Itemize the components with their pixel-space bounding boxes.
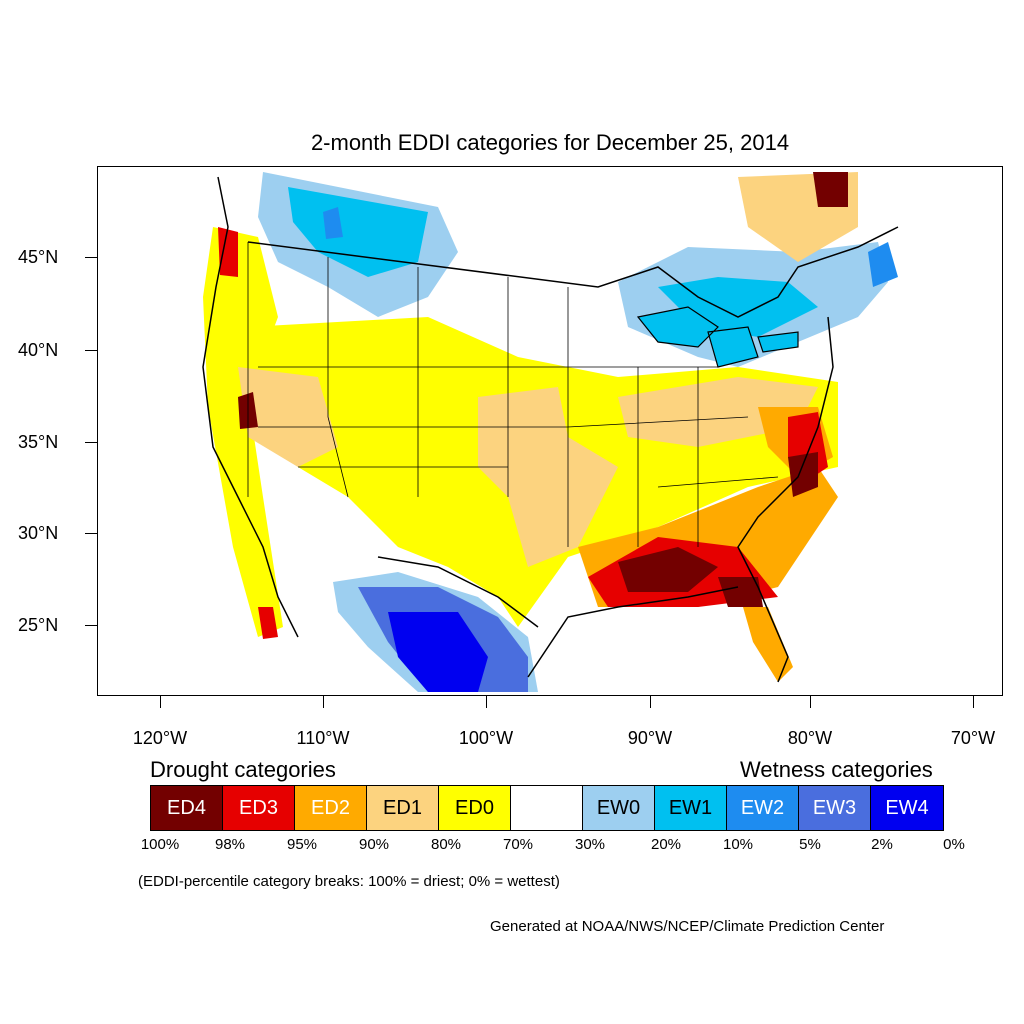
legend-cell-ew3: EW3 — [799, 786, 871, 830]
lon-tick — [486, 696, 487, 708]
legend-cell-label: ED0 — [455, 796, 494, 819]
dry-region-ed1-west — [238, 367, 338, 467]
legend-break: 90% — [358, 836, 390, 853]
dry-region-ed4-gulf — [618, 547, 718, 592]
legend-break: 10% — [722, 836, 754, 853]
great-lakes — [636, 306, 799, 368]
legend-cell-ew2: EW2 — [727, 786, 799, 830]
lon-label-120: 120°W — [132, 728, 188, 748]
eddi-map — [97, 166, 1003, 696]
legend-break: 95% — [286, 836, 318, 853]
legend-break: 98% — [214, 836, 246, 853]
dry-region-ed3-baja — [258, 607, 278, 639]
legend-break: 20% — [650, 836, 682, 853]
lon-tick — [650, 696, 651, 708]
wet-region-northwest-spot — [323, 207, 343, 239]
lat-tick — [85, 350, 97, 351]
lon-label-110: 110°W — [296, 728, 350, 748]
wet-region-maine — [868, 242, 898, 287]
lon-label-80: 80°W — [787, 728, 833, 748]
lat-tick — [85, 257, 97, 258]
legend-cell-label: ED1 — [383, 796, 422, 819]
legend-cell-label: EW1 — [668, 796, 713, 819]
lon-tick — [160, 696, 161, 708]
legend-break: 80% — [430, 836, 462, 853]
wet-region-northwest-core — [288, 187, 428, 277]
legend-cell-ed4: ED4 — [151, 786, 223, 830]
dry-region-ed1-plains — [478, 387, 618, 567]
dry-region-ed4-florida — [718, 577, 763, 607]
legend-cell-label: ED2 — [311, 796, 350, 819]
map-title: 2-month EDDI categories for December 25,… — [310, 130, 790, 155]
legend-cell-label: EW3 — [812, 796, 857, 819]
lat-label-25: 25°N — [18, 615, 59, 635]
lon-label-90: 90°W — [627, 728, 673, 748]
credit-line: Generated at NOAA/NWS/NCEP/Climate Predi… — [490, 918, 885, 935]
legend-break: 30% — [574, 836, 606, 853]
legend-cell-label: EW2 — [740, 796, 785, 819]
lon-label-100: 100°W — [458, 728, 514, 748]
legend-break: 0% — [943, 836, 965, 853]
legend-cell-ew1: EW1 — [655, 786, 727, 830]
legend-cell-normal — [511, 786, 583, 830]
legend-cell-ew4: EW4 — [871, 786, 943, 830]
lon-label-70: 70°W — [950, 728, 996, 748]
legend-cell-label: EW4 — [885, 796, 929, 819]
map-canvas — [202, 172, 899, 692]
lat-tick — [85, 625, 97, 626]
legend-cell-ew0: EW0 — [583, 786, 655, 830]
legend-cell-ed3: ED3 — [223, 786, 295, 830]
lon-tick — [973, 696, 974, 708]
lat-label-40: 40°N — [18, 340, 59, 360]
state-borders — [247, 242, 779, 547]
dry-region-ed4-nc — [788, 452, 818, 497]
coastline — [202, 176, 899, 683]
legend-cell-ed1: ED1 — [367, 786, 439, 830]
lat-tick — [85, 533, 97, 534]
legend-wetness-heading: Wetness categories — [740, 757, 933, 782]
legend-break: 70% — [502, 836, 534, 853]
category-breaks-note: (EDDI-percentile category breaks: 100% =… — [138, 873, 560, 890]
dry-region-ed4-maine — [813, 172, 848, 207]
lon-tick — [323, 696, 324, 708]
lat-label-30: 30°N — [18, 523, 59, 543]
lat-label-35: 35°N — [18, 432, 59, 452]
legend-cell-label: ED3 — [239, 796, 278, 819]
lat-tick — [85, 442, 97, 443]
wet-region-mexico-ew4 — [388, 612, 488, 692]
legend-color-bar: ED4 ED3 ED2 ED1 ED0 EW0 EW1 EW2 EW3 EW4 — [150, 785, 944, 831]
legend-cell-ed2: ED2 — [295, 786, 367, 830]
lat-label-45: 45°N — [18, 247, 59, 267]
legend-break: 100% — [140, 836, 180, 853]
legend-cell-label: EW0 — [596, 796, 641, 819]
legend-drought-heading: Drought categories — [150, 757, 336, 782]
dry-region-ed3-oregon — [218, 227, 238, 277]
legend-cell-label: ED4 — [167, 796, 206, 819]
dry-region-west-coast — [203, 227, 283, 637]
legend-break: 2% — [871, 836, 893, 853]
legend-break: 5% — [799, 836, 821, 853]
legend-cell-ed0: ED0 — [439, 786, 511, 830]
lon-tick — [810, 696, 811, 708]
dry-region-florida — [743, 607, 793, 682]
